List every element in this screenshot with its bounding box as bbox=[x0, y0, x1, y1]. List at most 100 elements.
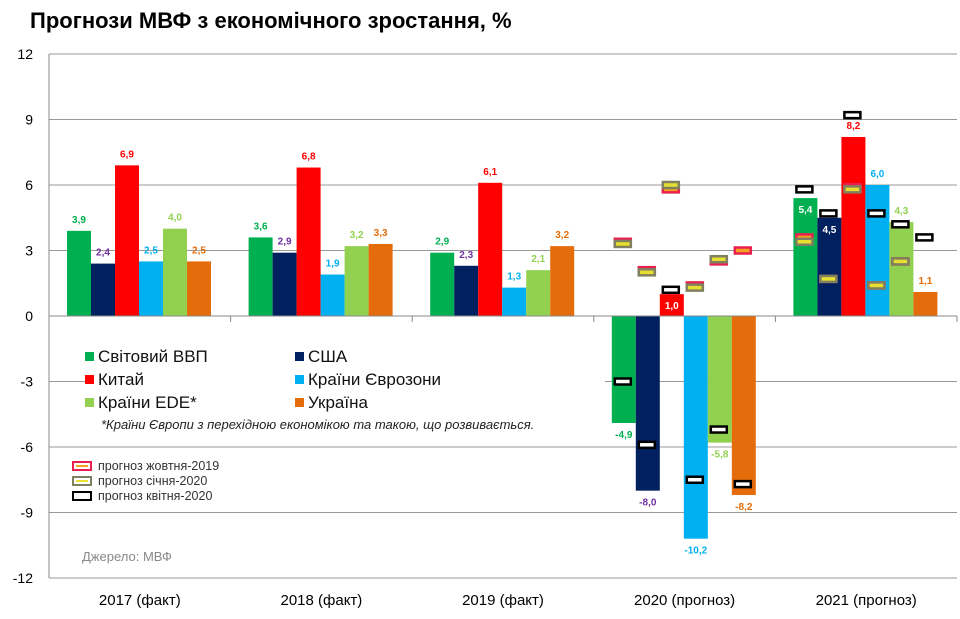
chart-title: Прогнози МВФ з економічного зростання, % bbox=[30, 8, 512, 33]
bar bbox=[430, 252, 455, 316]
bar bbox=[550, 246, 575, 316]
forecast-marker bbox=[891, 220, 910, 229]
forecast-marker bbox=[819, 209, 838, 218]
legend-item: Китай bbox=[85, 370, 295, 390]
data-label: 6,1 bbox=[483, 167, 497, 178]
legend-item: США bbox=[295, 347, 505, 367]
bar bbox=[659, 294, 684, 316]
forecast-marker bbox=[685, 283, 705, 292]
data-label: 2,9 bbox=[278, 237, 292, 248]
bar bbox=[611, 316, 636, 423]
forecast-marker bbox=[685, 475, 705, 484]
forecast-marker bbox=[867, 209, 886, 218]
forecast-marker bbox=[709, 425, 729, 434]
bar bbox=[368, 243, 393, 316]
bar bbox=[187, 261, 211, 316]
legend-item: Світовий ВВП bbox=[85, 347, 295, 367]
data-label: 6,8 bbox=[302, 152, 316, 163]
forecast-marker bbox=[637, 440, 657, 450]
data-label: -8,0 bbox=[639, 498, 657, 509]
forecast-marker bbox=[613, 239, 633, 249]
data-label: 1,3 bbox=[507, 272, 521, 283]
data-label: 6,0 bbox=[870, 169, 884, 180]
forecast-marker bbox=[867, 281, 886, 290]
data-label: 3,3 bbox=[374, 228, 388, 239]
bar bbox=[683, 316, 708, 539]
forecast-marker bbox=[733, 479, 753, 489]
bar bbox=[526, 270, 551, 316]
data-label: -10,2 bbox=[684, 546, 707, 557]
bar bbox=[248, 237, 273, 316]
forecast-marker bbox=[709, 254, 729, 264]
y-tick-label: -9 bbox=[21, 505, 34, 521]
x-tick-label: 2020 (прогноз) bbox=[634, 592, 735, 609]
marker-legend-item: прогноз квітня-2020 bbox=[72, 488, 592, 503]
x-tick-label: 2021 (прогноз) bbox=[816, 592, 917, 609]
data-label: -8,2 bbox=[735, 502, 753, 513]
data-label: 2,3 bbox=[459, 250, 473, 261]
marker-legend: прогноз жовтня-2019 прогноз січня-2020 п… bbox=[72, 458, 592, 503]
data-label: 2,4 bbox=[96, 248, 110, 259]
y-tick-label: 6 bbox=[25, 177, 33, 193]
marker-legend-item: прогноз січня-2020 bbox=[72, 473, 592, 488]
y-tick-label: 12 bbox=[17, 46, 33, 62]
data-label: 2,5 bbox=[192, 245, 206, 256]
y-tick-label: -12 bbox=[13, 570, 33, 586]
x-tick-label: 2018 (факт) bbox=[280, 592, 362, 609]
bar bbox=[163, 228, 187, 316]
forecast-marker bbox=[843, 185, 862, 194]
forecast-marker bbox=[661, 180, 681, 190]
bar bbox=[889, 222, 914, 316]
bar bbox=[91, 263, 115, 316]
data-label: 4,0 bbox=[168, 213, 182, 224]
forecast-marker bbox=[637, 268, 657, 277]
marker-legend-item: прогноз жовтня-2019 bbox=[72, 458, 592, 473]
legend-item: Країни EDE* bbox=[85, 393, 295, 413]
bar bbox=[115, 165, 139, 316]
forecast-marker bbox=[795, 185, 814, 194]
bar bbox=[635, 316, 660, 491]
data-label: 2,1 bbox=[531, 254, 545, 265]
bar bbox=[502, 287, 527, 316]
forecast-marker bbox=[795, 237, 814, 247]
bar bbox=[913, 291, 938, 316]
forecast-marker bbox=[819, 274, 838, 284]
forecast-marker bbox=[843, 110, 862, 120]
bar bbox=[817, 217, 842, 316]
bar bbox=[320, 274, 345, 316]
data-label: -4,9 bbox=[615, 430, 633, 441]
source-note: Джерело: МВФ bbox=[82, 549, 172, 564]
bar bbox=[454, 265, 479, 316]
data-label: 4,3 bbox=[894, 206, 908, 217]
y-tick-label: 3 bbox=[25, 243, 33, 259]
data-label: 3,9 bbox=[72, 215, 86, 226]
bar bbox=[344, 246, 369, 316]
data-label: 1,0 bbox=[665, 301, 679, 312]
data-label: 1,9 bbox=[326, 259, 340, 270]
data-label: 2,9 bbox=[435, 237, 449, 248]
data-label: -5,8 bbox=[711, 450, 729, 461]
y-tick-label: 9 bbox=[25, 112, 33, 128]
data-label: 5,4 bbox=[798, 205, 812, 216]
data-label: 3,6 bbox=[254, 221, 268, 232]
data-label: 8,2 bbox=[846, 121, 860, 132]
bar bbox=[272, 252, 297, 316]
forecast-marker bbox=[733, 246, 753, 255]
legend-item: Країни Єврозони bbox=[295, 370, 505, 390]
data-label: 4,5 bbox=[822, 225, 836, 236]
forecast-marker bbox=[891, 257, 910, 266]
legend: Світовий ВВП США Китай Країни Єврозони Кра… bbox=[85, 345, 605, 432]
forecast-marker bbox=[915, 233, 934, 242]
legend-item: Україна bbox=[295, 393, 505, 413]
data-label: 1,1 bbox=[918, 276, 932, 287]
forecast-marker bbox=[613, 377, 633, 386]
data-label: 3,2 bbox=[555, 230, 569, 241]
footnote: *Країни Європи з перехідною економікою т… bbox=[101, 417, 535, 432]
bar bbox=[296, 167, 321, 316]
x-tick-label: 2017 (факт) bbox=[99, 592, 181, 609]
bar bbox=[841, 136, 866, 316]
bar bbox=[731, 316, 756, 496]
bar bbox=[67, 230, 91, 316]
